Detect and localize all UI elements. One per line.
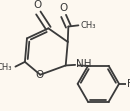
Text: O: O bbox=[59, 3, 67, 13]
Text: F: F bbox=[127, 79, 130, 89]
Text: O: O bbox=[34, 0, 42, 10]
Text: CH₃: CH₃ bbox=[81, 21, 96, 30]
Text: NH: NH bbox=[76, 59, 92, 69]
Text: CH₃: CH₃ bbox=[0, 63, 12, 72]
Text: O: O bbox=[36, 70, 44, 80]
